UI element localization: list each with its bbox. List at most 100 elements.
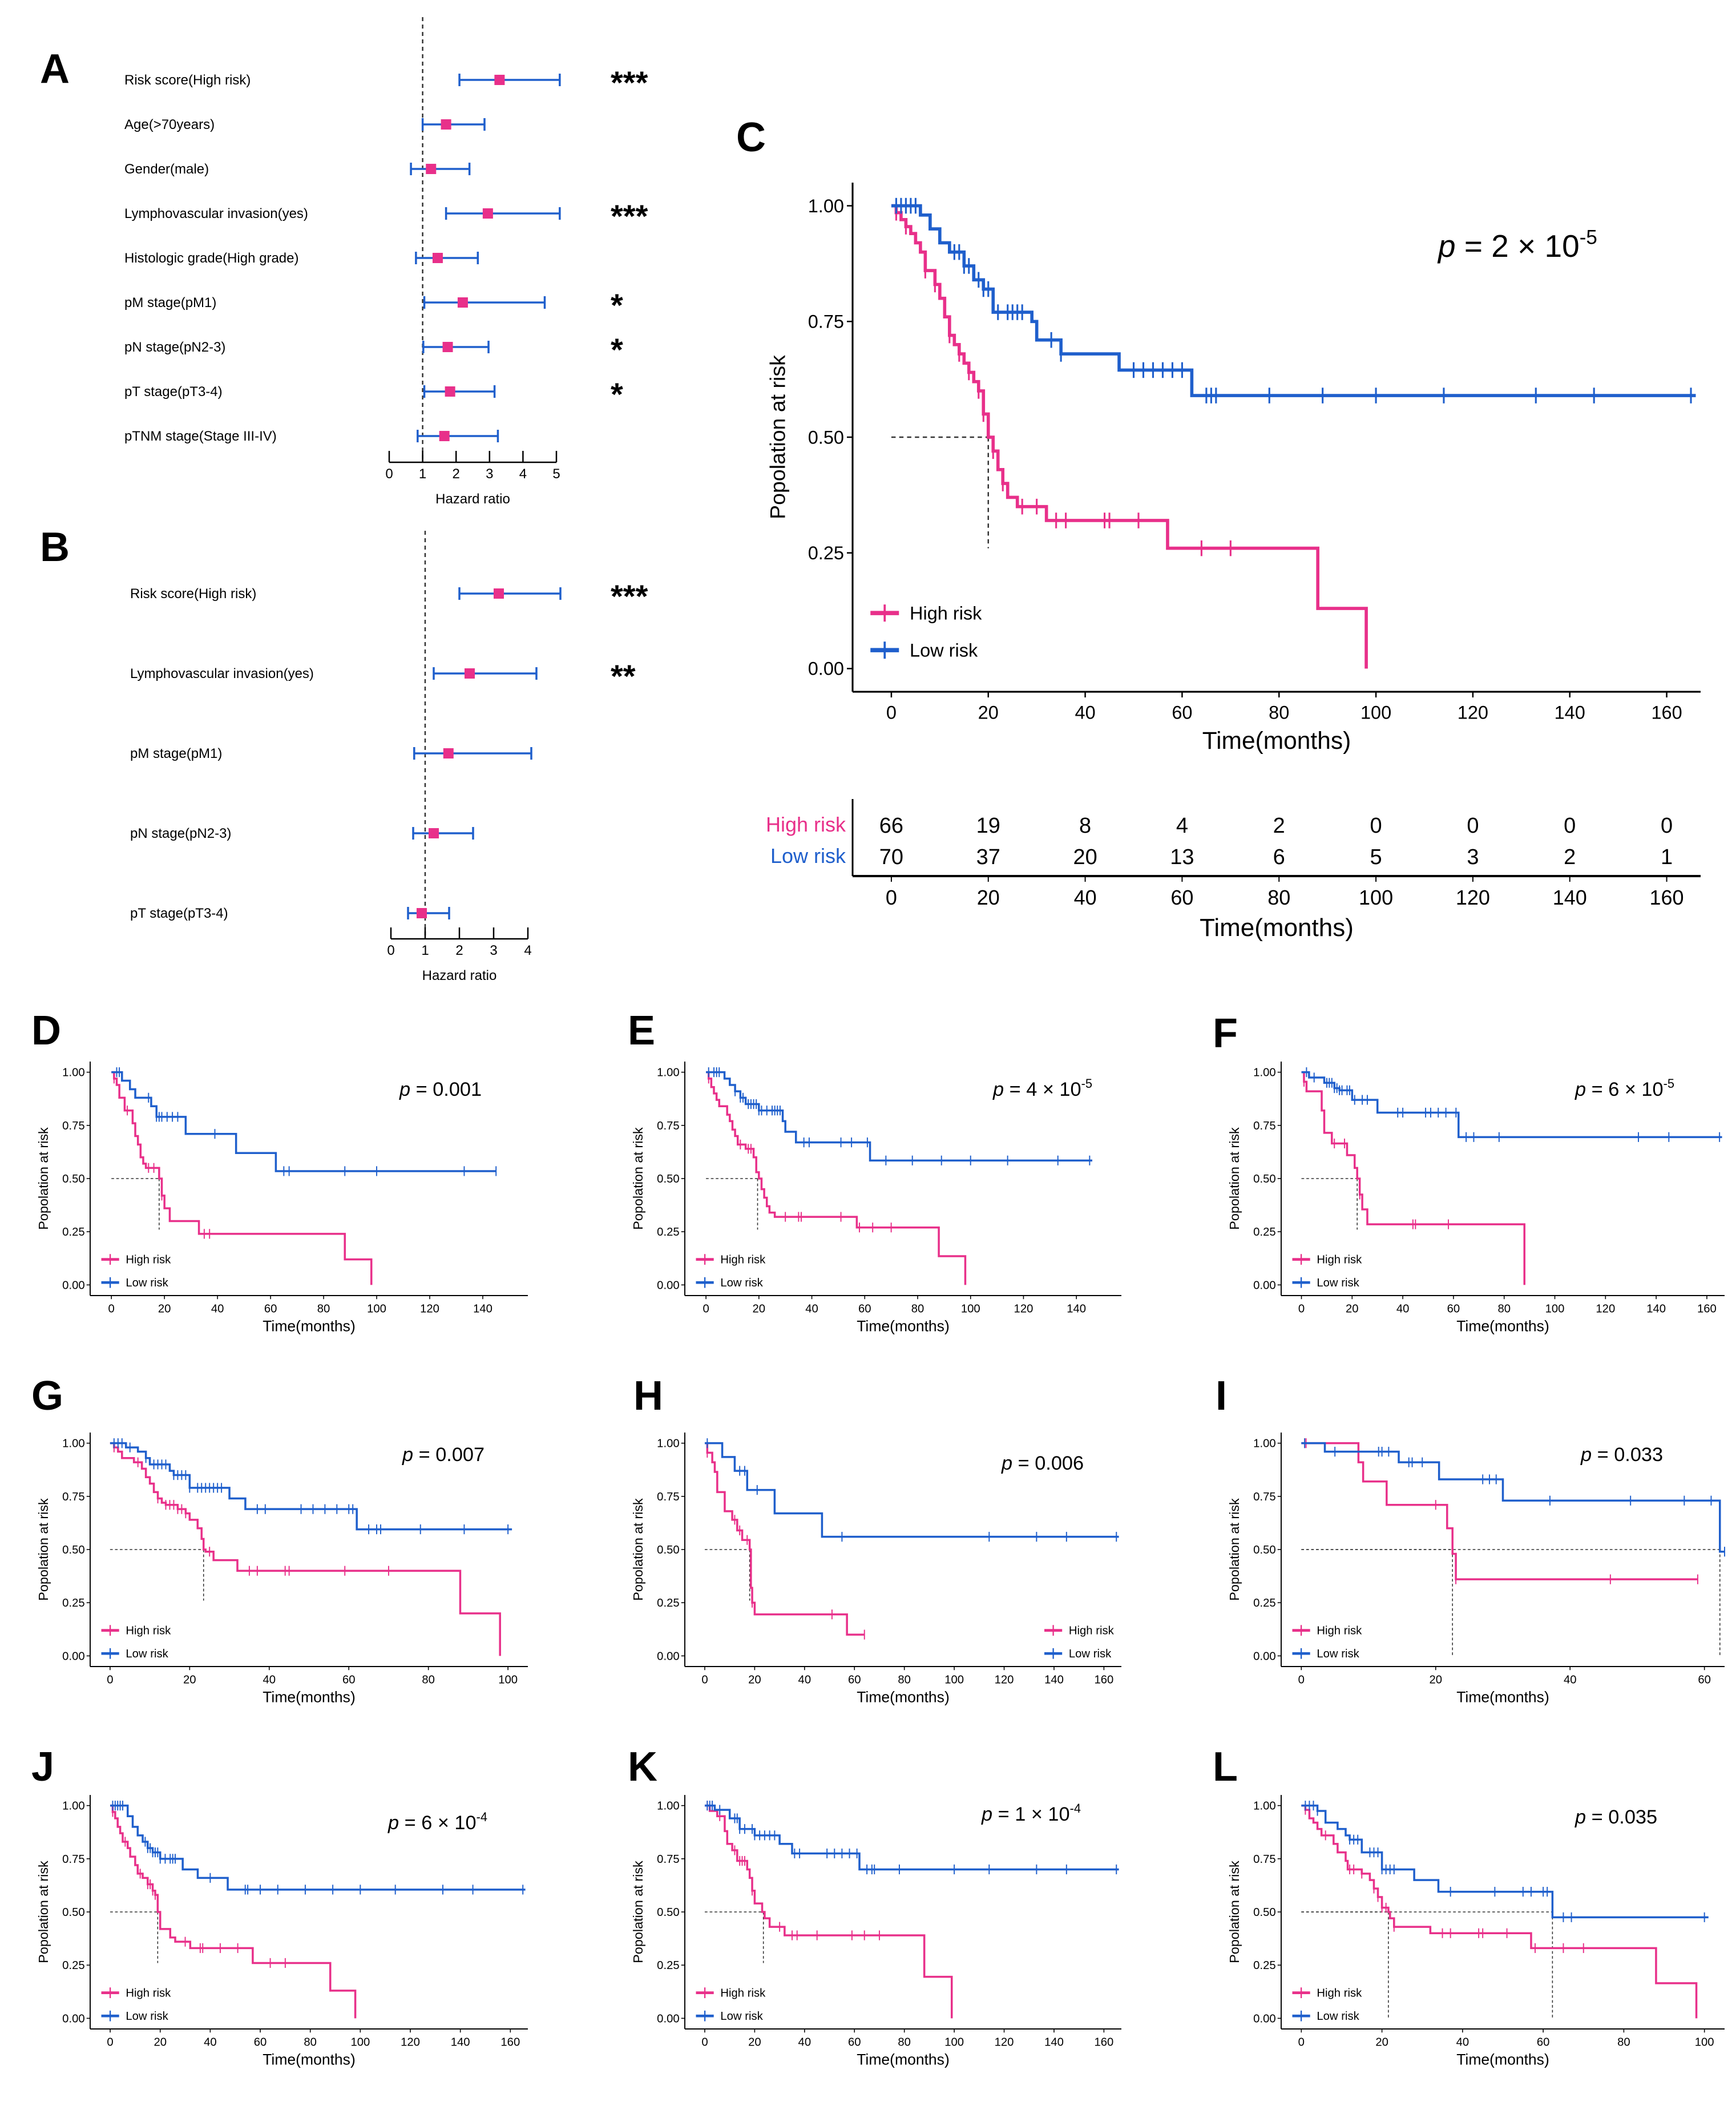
panel-letter-g: G xyxy=(31,1373,64,1419)
x-tick-label: 60 xyxy=(342,1674,356,1687)
y-tick-label: 0.50 xyxy=(657,1173,679,1185)
y-tick-label: 1.00 xyxy=(657,1438,679,1450)
legend-label: Low risk xyxy=(1317,2010,1359,2023)
x-tick-label: 1 xyxy=(419,466,426,482)
legend-label: Low risk xyxy=(720,2010,763,2023)
y-axis-label: Popolation at risk xyxy=(631,1127,645,1230)
x-tick-label: 100 xyxy=(944,1674,964,1687)
km-plot-g: 0.00 0.25 0.50 0.75 1.00 0 20 40 60 80 100 Time(mon… xyxy=(36,1433,528,1705)
x-tick-label: 40 xyxy=(263,1674,276,1687)
hazard-ratio-point xyxy=(445,386,455,397)
km-plot-e: 0.00 0.25 0.50 0.75 1.00 0 20 40 60 80 100 120 140 Ti… xyxy=(631,1062,1121,1334)
x-tick-label: 5 xyxy=(552,466,560,482)
y-tick-label: 0.00 xyxy=(1253,2012,1275,2025)
y-tick-label: 0.00 xyxy=(657,1279,679,1292)
x-tick-label: 60 xyxy=(1447,1303,1460,1316)
km-plot-l: 0.00 0.25 0.50 0.75 1.00 0 20 40 60 80 100 Time(mon… xyxy=(1227,1795,1725,2068)
significance-stars: *** xyxy=(611,578,648,614)
x-axis-label: Time(months) xyxy=(1456,1317,1549,1334)
x-tick-label: 20 xyxy=(748,1674,761,1687)
significance-stars: * xyxy=(611,376,623,412)
legend-label: Low risk xyxy=(1317,1648,1359,1660)
y-tick-label: 0.00 xyxy=(657,1650,679,1663)
x-tick-label: 120 xyxy=(995,1674,1014,1687)
y-tick-label: 0.75 xyxy=(1253,1120,1275,1132)
y-tick-label: 1.00 xyxy=(62,1067,84,1079)
y-tick-label: 0.50 xyxy=(62,1173,84,1185)
x-tick-label: 60 xyxy=(858,1303,871,1316)
y-tick-label: 0.50 xyxy=(62,1544,84,1556)
legend-label: Low risk xyxy=(1069,1648,1112,1660)
y-tick-label: 0.75 xyxy=(808,312,844,332)
legend-label: High risk xyxy=(720,1987,766,2000)
x-axis-label: Time(months) xyxy=(1202,728,1351,755)
y-tick-label: 0.50 xyxy=(657,1544,679,1556)
legend-label: Low risk xyxy=(126,2010,168,2023)
x-tick-label: 120 xyxy=(1458,703,1488,723)
risk-table-count: 13 xyxy=(1170,845,1194,869)
y-tick-label: 0.00 xyxy=(62,1650,84,1663)
y-axis-label: Popolation at risk xyxy=(631,1498,645,1601)
x-tick-label: 100 xyxy=(1695,2036,1714,2049)
x-tick-label: 140 xyxy=(451,2036,470,2049)
x-tick-label: 0 xyxy=(1298,1303,1305,1316)
x-tick-label: 140 xyxy=(473,1303,492,1316)
y-tick-label: 0.25 xyxy=(1253,1597,1275,1609)
risk-table-count: 8 xyxy=(1079,814,1091,838)
y-tick-label: 0.25 xyxy=(657,1597,679,1609)
x-axis-label: Time(months) xyxy=(263,1688,356,1705)
legend-label: High risk xyxy=(1317,1254,1362,1266)
row-label: pN stage(pN2-3) xyxy=(124,340,225,355)
legend-label: Low risk xyxy=(126,1277,168,1289)
risk-table-count: 70 xyxy=(879,845,903,869)
p-value-annotation: p = 0.035 xyxy=(1574,1806,1657,1828)
risk-table-x-axis-label: Time(months) xyxy=(1200,914,1354,942)
row-label: pM stage(pM1) xyxy=(124,295,216,310)
row-label: Risk score(High risk) xyxy=(130,586,256,602)
x-tick-label: 120 xyxy=(420,1303,439,1316)
x-tick-label: 20 xyxy=(978,703,999,723)
y-tick-label: 0.75 xyxy=(62,1120,84,1132)
survival-curve-high-risk xyxy=(1301,1442,1698,1580)
x-tick-label: 0 xyxy=(1298,2036,1305,2049)
legend-label: High risk xyxy=(910,603,982,623)
significance-stars: *** xyxy=(611,64,648,100)
y-tick-label: 0.00 xyxy=(808,659,844,679)
y-tick-label: 0.25 xyxy=(62,1959,84,1972)
panel-letter-a: A xyxy=(40,46,70,92)
km-plot-d: 0.00 0.25 0.50 0.75 1.00 0 20 40 60 80 100 120 140 Ti… xyxy=(36,1062,528,1334)
survival-curve-high-risk xyxy=(891,204,1368,669)
x-tick-label: 160 xyxy=(1094,2036,1113,2049)
x-tick-label: 160 xyxy=(500,2036,520,2049)
x-tick-label: 20 xyxy=(183,1674,196,1687)
risk-table-count: 3 xyxy=(1467,845,1479,869)
risk-table-x-tick-label: 100 xyxy=(1359,886,1393,909)
risk-table-x-tick-label: 140 xyxy=(1553,886,1587,909)
x-tick-label: 100 xyxy=(498,1674,518,1687)
y-tick-label: 1.00 xyxy=(62,1800,84,1813)
survival-curve-low-risk xyxy=(110,1442,512,1531)
x-tick-label: 0 xyxy=(886,703,897,723)
risk-table-count: 19 xyxy=(976,814,1000,838)
km-plot-main: 0.000.250.500.751.000 20 40 60 80 100 120 140 16… xyxy=(765,183,1701,942)
risk-table-count: 0 xyxy=(1564,814,1576,838)
y-tick-label: 0.50 xyxy=(1253,1544,1275,1556)
p-value-annotation: p = 2 × 10-5 xyxy=(1437,227,1597,264)
survival-curve-high-risk xyxy=(110,1804,357,2019)
y-tick-label: 0.75 xyxy=(657,1853,679,1866)
y-tick-label: 0.75 xyxy=(657,1120,679,1132)
x-tick-label: 80 xyxy=(1497,1303,1511,1316)
hazard-ratio-point xyxy=(443,748,454,759)
x-tick-label: 100 xyxy=(367,1303,386,1316)
x-tick-label: 40 xyxy=(1456,2036,1469,2049)
x-tick-label: 0 xyxy=(703,1303,709,1316)
x-tick-label: 40 xyxy=(805,1303,818,1316)
row-label: Risk score(High risk) xyxy=(124,72,251,88)
x-tick-label: 2 xyxy=(455,943,463,958)
x-axis-label: Time(months) xyxy=(263,2051,356,2068)
survival-curve-low-risk xyxy=(111,1071,496,1172)
y-tick-label: 0.75 xyxy=(62,1853,84,1866)
km-plot-j: 0.00 0.25 0.50 0.75 1.00 0 20 40 60 80 100 120 140 16… xyxy=(36,1795,528,2068)
risk-table-row-label: Low risk xyxy=(770,844,846,868)
row-label: Lymphovascular invasion(yes) xyxy=(124,206,308,221)
